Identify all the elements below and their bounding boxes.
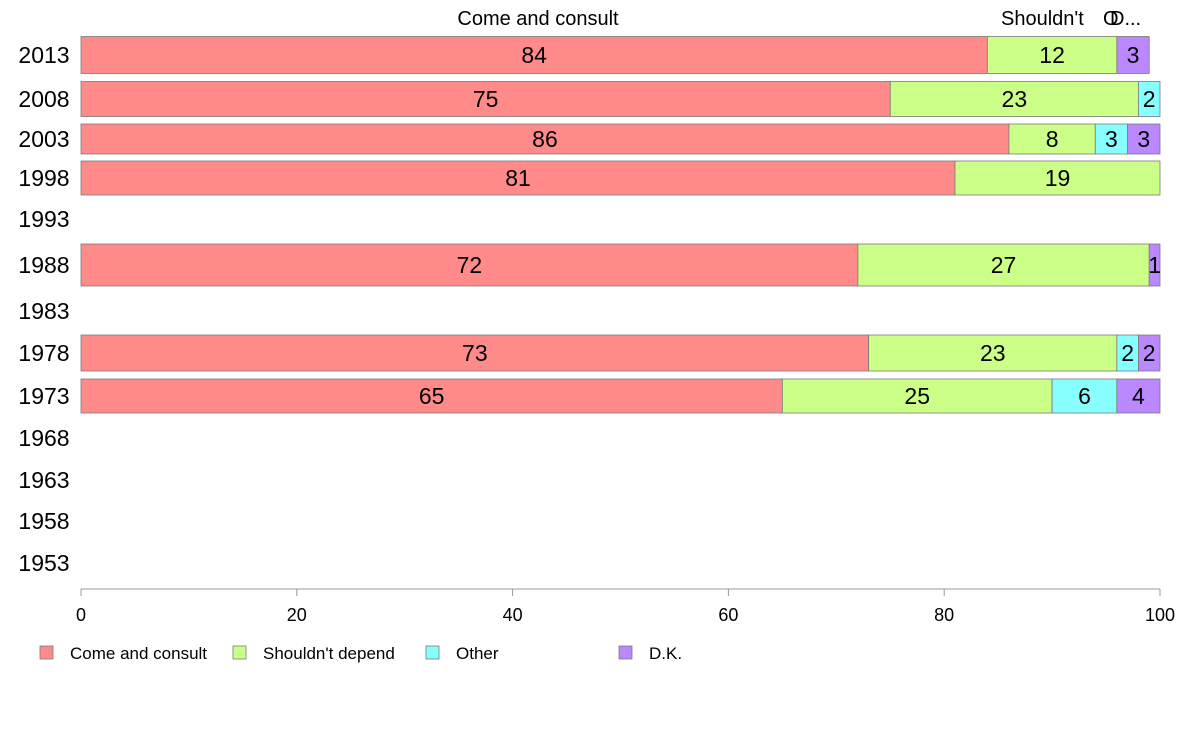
series-top-labels: Come and consult Shouldn't OD... <box>457 8 1141 30</box>
bar-segment-2003-d-k- <box>1127 123 1161 155</box>
bar-value-label: 3 <box>1105 126 1118 152</box>
bar-value-label: 86 <box>532 126 558 152</box>
y-tick-label: 1958 <box>18 508 69 534</box>
y-tick-label: 1978 <box>18 340 69 366</box>
legend-label: D.K. <box>649 644 682 663</box>
bar-value-label: 25 <box>904 383 930 409</box>
bar-value-label: 2 <box>1121 340 1134 366</box>
bar-value-label: 84 <box>521 42 547 68</box>
x-tick-label: 0 <box>76 605 86 625</box>
y-tick-label: 1953 <box>18 550 69 576</box>
bar-segment-2008-other <box>1138 81 1161 117</box>
y-tick-label: 1963 <box>18 467 69 493</box>
bar-segment-1998-come-and-consult <box>80 160 956 196</box>
bar-segment-1988-shouldn-t-depend <box>857 243 1150 287</box>
bar-value-label: 8 <box>1046 126 1059 152</box>
legend-label: Shouldn't depend <box>263 644 395 663</box>
bar-segment-2013-d-k- <box>1116 36 1150 74</box>
bar-segment-2013-shouldn-t-depend <box>986 36 1118 74</box>
x-tick-label: 100 <box>1145 605 1175 625</box>
x-tick-label: 60 <box>718 605 738 625</box>
bar-value-label: 65 <box>419 383 445 409</box>
bar-value-label: 3 <box>1127 42 1140 68</box>
bar-value-label: 2 <box>1143 340 1156 366</box>
series-top-label: Come and consult <box>457 8 619 30</box>
bar-segment-1973-d-k- <box>1116 378 1161 414</box>
bar-value-label: 23 <box>980 340 1006 366</box>
legend-label: Other <box>456 644 499 663</box>
bars-layer <box>80 36 1161 414</box>
bar-value-label: 4 <box>1132 383 1145 409</box>
y-tick-label: 1973 <box>18 383 69 409</box>
bar-value-label: 75 <box>473 86 499 112</box>
x-tick-label: 40 <box>503 605 523 625</box>
legend: Come and consult Shouldn't depend Other D.K… <box>39 644 682 663</box>
bar-value-label: 19 <box>1045 165 1071 191</box>
bar-segment-1978-come-and-consult <box>80 334 870 372</box>
bar-value-label: 1 <box>1148 252 1161 278</box>
legend-swatch <box>39 645 54 660</box>
bar-segment-1988-d-k- <box>1148 243 1161 287</box>
bar-value-label: 27 <box>991 252 1017 278</box>
y-tick-label: 1983 <box>18 298 69 324</box>
y-tick-label: 2003 <box>18 126 69 152</box>
x-tick-label: 80 <box>934 605 954 625</box>
bar-segment-2003-other <box>1094 123 1129 155</box>
bar-segment-1998-shouldn-t-depend <box>954 160 1161 196</box>
bar-segment-2008-come-and-consult <box>80 81 891 117</box>
x-axis: 0 20 40 60 80 100 <box>76 588 1175 625</box>
bar-segment-2013-come-and-consult <box>80 36 988 74</box>
bar-value-label: 73 <box>462 340 488 366</box>
y-tick-label: 1993 <box>18 206 69 232</box>
y-tick-label: 1968 <box>18 425 69 451</box>
series-top-label: O <box>1103 8 1119 30</box>
bar-value-label: 23 <box>1002 86 1028 112</box>
bar-value-label: 12 <box>1039 42 1065 68</box>
bar-value-label: 3 <box>1137 126 1150 152</box>
x-tick-label: 20 <box>287 605 307 625</box>
y-tick-label: 2008 <box>18 86 69 112</box>
y-tick-label: 2013 <box>18 42 69 68</box>
bar-segment-2003-come-and-consult <box>80 123 1010 155</box>
bar-segment-1988-come-and-consult <box>80 243 859 287</box>
bar-segment-2008-shouldn-t-depend <box>889 81 1139 117</box>
bar-value-label: 6 <box>1078 383 1091 409</box>
y-tick-label: 1998 <box>18 165 69 191</box>
y-tick-label: 1988 <box>18 252 69 278</box>
bar-segment-1973-other <box>1051 378 1118 414</box>
legend-label: Come and consult <box>70 644 207 663</box>
series-top-label: Shouldn't <box>1001 8 1084 30</box>
series-top-label: D... <box>1110 8 1141 30</box>
y-axis-tick-labels: 2013 2008 2003 1998 1993 1988 1983 1978 1973 1968… <box>18 42 69 576</box>
bar-segment-1978-shouldn-t-depend <box>868 334 1118 372</box>
bar-segment-1973-come-and-consult <box>80 378 783 414</box>
bar-value-label: 81 <box>505 165 531 191</box>
bar-segment-1978-d-k- <box>1138 334 1161 372</box>
bar-value-label: 2 <box>1143 86 1156 112</box>
bar-value-label: 72 <box>457 252 483 278</box>
legend-swatch <box>232 645 247 660</box>
legend-swatch <box>618 645 633 660</box>
legend-swatch <box>425 645 440 660</box>
